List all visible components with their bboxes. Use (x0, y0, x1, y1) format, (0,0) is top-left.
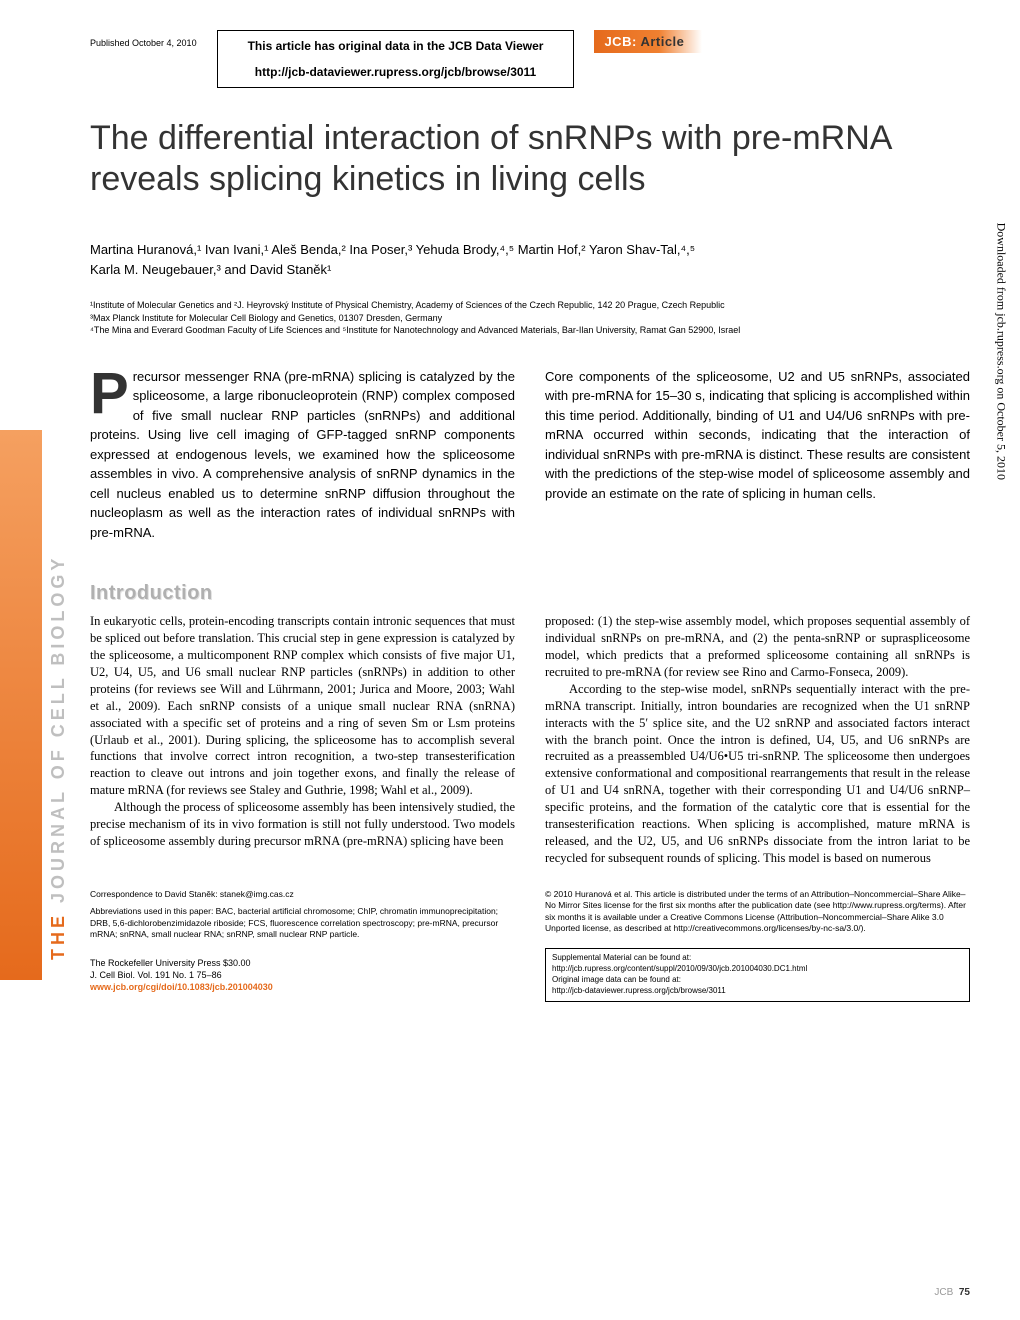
affiliation-2: ³Max Planck Institute for Molecular Cell… (90, 312, 970, 325)
published-date: Published October 4, 2010 (90, 30, 197, 48)
article-title: The differential interaction of snRNPs w… (90, 118, 970, 200)
press-line1: The Rockefeller University Press $30.00 (90, 958, 515, 970)
body-right-p2: According to the step-wise model, snRNPs… (545, 681, 970, 867)
press-line2: J. Cell Biol. Vol. 191 No. 1 75–86 (90, 970, 515, 982)
body-columns: In eukaryotic cells, protein-encoding tr… (90, 613, 970, 866)
press-info: The Rockefeller University Press $30.00 … (90, 958, 515, 993)
supp-line3: Original image data can be found at: (552, 975, 963, 986)
affiliation-3: ⁴The Mina and Everard Goodman Faculty of… (90, 324, 970, 337)
data-viewer-box: This article has original data in the JC… (217, 30, 575, 88)
abstract-left-text: recursor messenger RNA (pre-mRNA) splici… (90, 369, 515, 540)
authors-line1: Martina Huranová,¹ Ivan Ivani,¹ Aleš Ben… (90, 240, 970, 261)
dropcap: P (90, 369, 129, 418)
footer-right: © 2010 Huranová et al. This article is d… (545, 889, 970, 1008)
supp-line1: Supplemental Material can be found at: (552, 953, 963, 964)
body-right-p1: proposed: (1) the step-wise assembly mod… (545, 613, 970, 681)
badge-word: Article (640, 34, 684, 49)
page-num: 75 (959, 1287, 970, 1298)
introduction-heading: Introduction (90, 582, 970, 605)
jcb-article-badge: JCB: Article (594, 30, 702, 53)
affiliation-1: ¹Institute of Molecular Genetics and ²J.… (90, 299, 970, 312)
badge-prefix: JCB: (604, 34, 636, 49)
footer: Correspondence to David Staněk: stanek@i… (90, 889, 970, 1008)
body-left-p1: In eukaryotic cells, protein-encoding tr… (90, 613, 515, 799)
footer-left: Correspondence to David Staněk: stanek@i… (90, 889, 515, 1008)
press-doi[interactable]: www.jcb.org/cgi/doi/10.1083/jcb.20100403… (90, 982, 515, 994)
data-viewer-line1: This article has original data in the JC… (248, 39, 544, 53)
supplemental-box: Supplemental Material can be found at: h… (545, 948, 970, 1001)
data-viewer-link[interactable]: http://jcb-dataviewer.rupress.org/jcb/br… (248, 65, 544, 79)
abbreviations: Abbreviations used in this paper: BAC, b… (90, 906, 515, 940)
affiliations: ¹Institute of Molecular Genetics and ²J.… (90, 299, 970, 337)
body-left: In eukaryotic cells, protein-encoding tr… (90, 613, 515, 866)
correspondence: Correspondence to David Staněk: stanek@i… (90, 889, 515, 900)
authors-line2: Karla M. Neugebauer,³ and David Staněk¹ (90, 260, 970, 281)
abstract-left: Precursor messenger RNA (pre-mRNA) splic… (90, 367, 515, 543)
authors: Martina Huranová,¹ Ivan Ivani,¹ Aleš Ben… (90, 240, 970, 282)
body-left-p2: Although the process of spliceosome asse… (90, 799, 515, 850)
page-jcb: JCB (934, 1287, 953, 1298)
body-right: proposed: (1) the step-wise assembly mod… (545, 613, 970, 866)
supp-link2[interactable]: http://jcb-dataviewer.rupress.org/jcb/br… (552, 986, 963, 997)
supp-link1[interactable]: http://jcb.rupress.org/content/suppl/201… (552, 964, 963, 975)
copyright: © 2010 Huranová et al. This article is d… (545, 889, 970, 935)
abstract-right: Core components of the spliceosome, U2 a… (545, 367, 970, 543)
page-number: JCB 75 (934, 1287, 970, 1298)
abstract: Precursor messenger RNA (pre-mRNA) splic… (90, 367, 970, 543)
header-row: Published October 4, 2010 This article h… (90, 30, 970, 88)
